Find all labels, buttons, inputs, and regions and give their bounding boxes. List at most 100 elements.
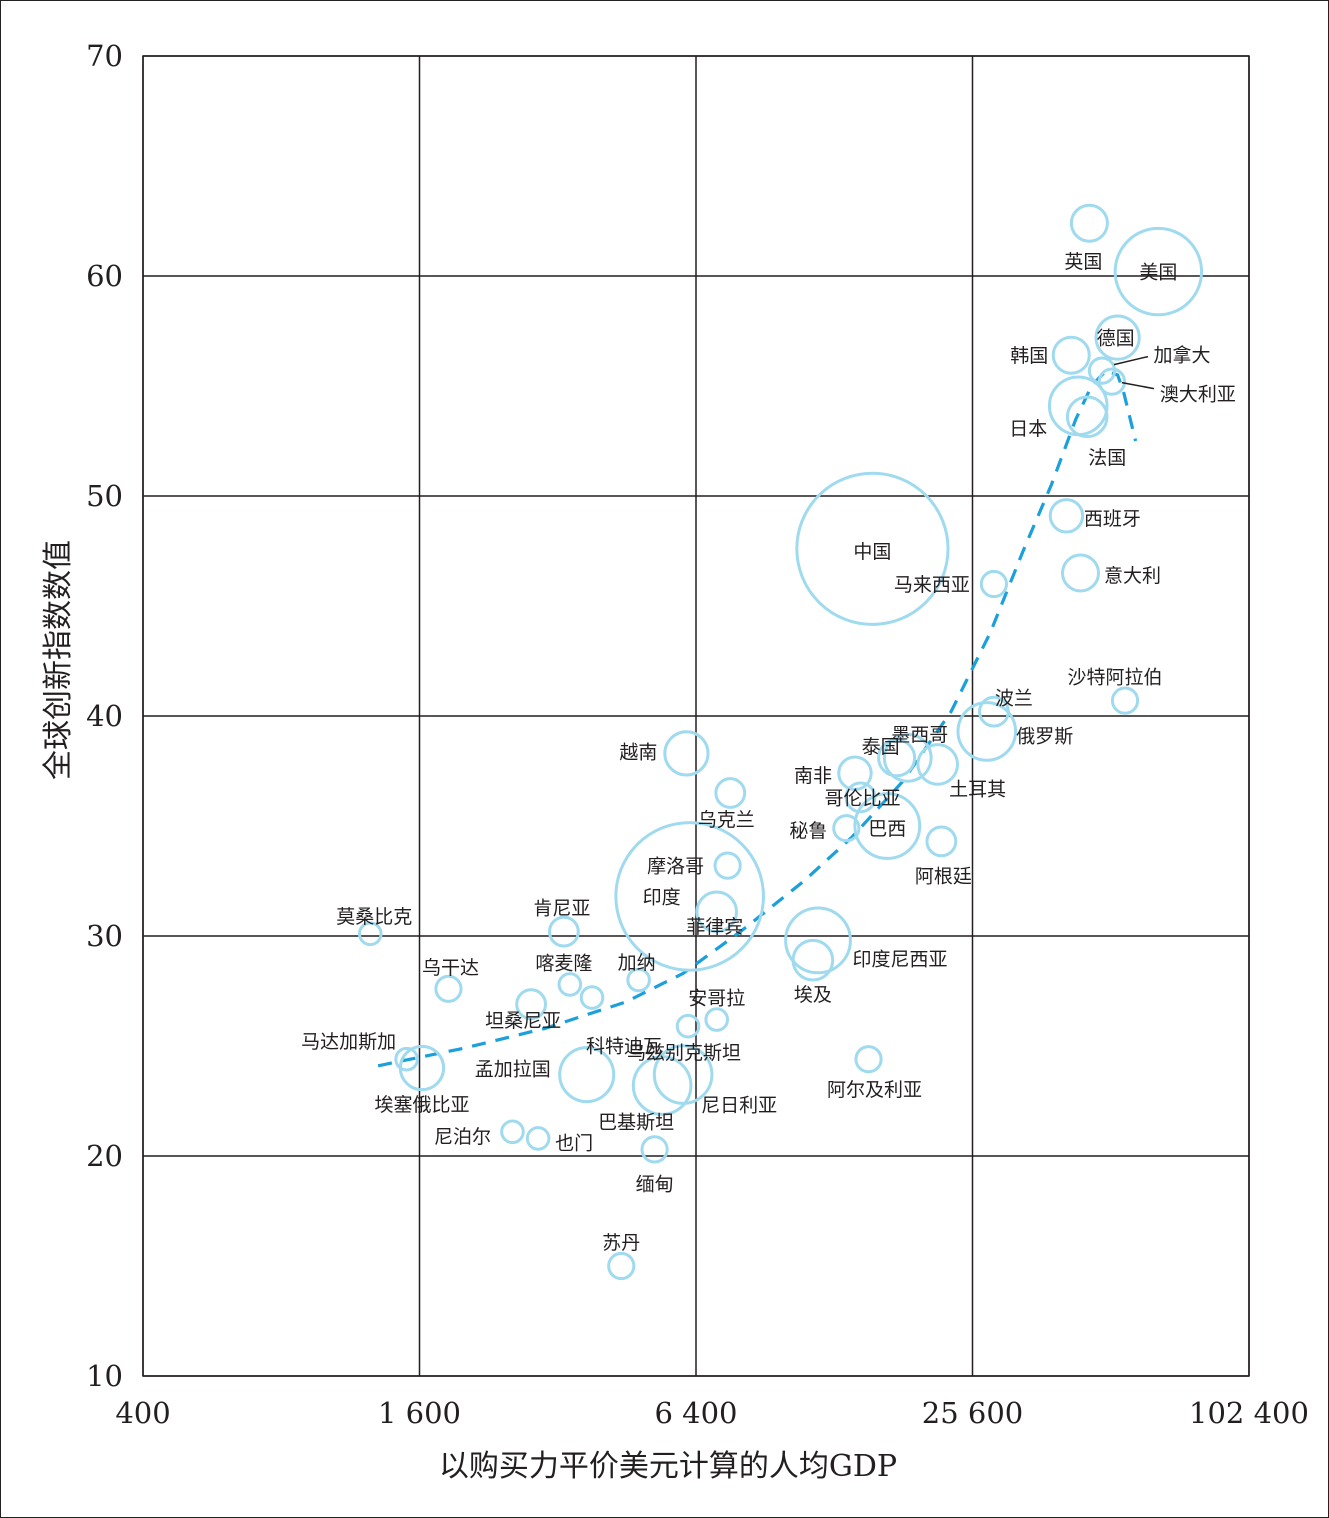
bubble-ghana (626, 967, 651, 993)
x-tick-label: 25 600 (922, 1396, 1023, 1430)
label-pakistan: 巴基斯坦 (598, 1112, 674, 1134)
label-myanmar: 缅甸 (636, 1173, 674, 1195)
bubble-russia (956, 701, 1018, 762)
bubble-saudi-arabia (1110, 686, 1140, 715)
bubble-vietnam (663, 730, 710, 777)
label-italy: 意大利 (1104, 565, 1161, 587)
label-australia: 澳大利亚 (1160, 384, 1236, 406)
bubble-brazil (853, 792, 922, 860)
label-kenya: 肯尼亚 (533, 898, 590, 920)
y-tick-label: 10 (86, 1359, 123, 1393)
label-usa: 美国 (1139, 262, 1177, 284)
label-tanzania: 坦桑尼亚 (485, 1010, 561, 1032)
label-egypt: 埃及 (794, 984, 832, 1006)
leader-canada (1113, 355, 1149, 366)
bubble-spain (1048, 498, 1085, 534)
bubble-nigeria (652, 1044, 714, 1105)
bubble-cote-divoire (579, 985, 605, 1010)
bubble-mozambique (357, 921, 383, 947)
leader-australia (1121, 381, 1155, 390)
trend-line (377, 368, 1138, 1068)
y-tick-label: 20 (86, 1139, 123, 1173)
bubble-indonesia (784, 906, 852, 975)
bubble-algeria (854, 1045, 883, 1074)
label-morocco: 摩洛哥 (647, 856, 704, 878)
label-indonesia: 印度尼西亚 (853, 948, 948, 970)
bubble-cameroon (557, 972, 583, 997)
label-thailand: 泰国 (862, 736, 900, 758)
label-korea: 韩国 (1010, 345, 1048, 367)
x-tick-label: 400 (115, 1396, 170, 1430)
bubble-mexico (882, 732, 933, 783)
bubble-madagascar (394, 1046, 419, 1072)
label-peru: 秘鲁 (789, 820, 827, 842)
label-uzbekistan: 乌兹别克斯坦 (627, 1042, 741, 1064)
label-colombia: 哥伦比亚 (824, 787, 900, 809)
label-spain: 西班牙 (1084, 508, 1141, 530)
label-mozambique: 莫桑比克 (336, 906, 412, 928)
label-yemen: 也门 (555, 1132, 593, 1154)
leader-lines (1113, 355, 1155, 390)
label-cote-divoire: 科特迪瓦 (586, 1036, 662, 1058)
bubble-tanzania (515, 988, 548, 1021)
bubble-china (795, 471, 950, 626)
bubble-thailand (877, 738, 917, 778)
bubble-kenya (547, 915, 580, 948)
y-axis-ticks: 10 20 30 40 50 60 70 (86, 39, 123, 1393)
x-tick-label: 6 400 (654, 1396, 737, 1430)
y-tick-label: 40 (86, 699, 123, 733)
label-russia: 俄罗斯 (1016, 725, 1073, 747)
y-tick-label: 30 (86, 919, 123, 953)
y-tick-label: 70 (86, 39, 123, 73)
bubble-nepal (500, 1119, 525, 1145)
bubble-india (614, 821, 765, 972)
bubble-egypt (791, 938, 835, 982)
label-poland: 波兰 (995, 688, 1033, 710)
label-china: 中国 (853, 541, 891, 563)
bubble-australia (1097, 367, 1127, 396)
label-angola: 安哥拉 (688, 988, 745, 1010)
plot-border (142, 55, 1250, 1377)
x-tick-label: 1 600 (378, 1396, 461, 1430)
bubble-south-africa (837, 755, 873, 791)
label-nepal: 尼泊尔 (434, 1126, 491, 1148)
bubble-france (1065, 395, 1109, 439)
label-bangladesh: 孟加拉国 (475, 1059, 551, 1081)
bubble-bangladesh (558, 1046, 616, 1104)
bubbles (357, 203, 1204, 1281)
label-saudi-arabia: 沙特阿拉伯 (1068, 667, 1163, 689)
label-uganda: 乌干达 (422, 957, 479, 979)
label-madagascar: 马达加斯加 (301, 1031, 396, 1053)
bubble-philippines (695, 890, 739, 934)
y-tick-label: 50 (86, 479, 123, 513)
label-ukraine: 乌克兰 (698, 809, 755, 831)
label-philippines: 菲律宾 (686, 916, 743, 938)
bubble-angola (704, 1007, 730, 1032)
bubble-turkey (916, 743, 959, 786)
x-axis-title: 以购买力平价美元计算的人均GDP (439, 1449, 897, 1484)
label-japan: 日本 (1009, 418, 1047, 440)
label-germany: 德国 (1097, 328, 1135, 350)
label-malaysia: 马来西亚 (894, 574, 970, 596)
bubble-uzbekistan (675, 1013, 701, 1039)
bubble-argentina (925, 825, 958, 858)
bubble-morocco (713, 851, 742, 880)
label-brazil: 巴西 (868, 818, 906, 840)
bubble-germany (1094, 314, 1141, 361)
bubble-ethiopia (398, 1044, 446, 1092)
bubble-yemen (525, 1126, 551, 1151)
label-cameroon: 喀麦隆 (535, 952, 592, 974)
label-vietnam: 越南 (619, 741, 657, 763)
bubble-ukraine (714, 777, 747, 809)
y-tick-label: 60 (86, 259, 123, 293)
label-turkey: 土耳其 (949, 778, 1006, 800)
label-france: 法国 (1088, 447, 1126, 469)
label-algeria: 阿尔及利亚 (827, 1079, 922, 1101)
label-canada: 加拿大 (1153, 344, 1210, 367)
bubble-uganda (434, 974, 463, 1003)
bubble-korea (1051, 335, 1091, 375)
label-india: 印度 (643, 886, 681, 908)
bubble-malaysia (979, 569, 1009, 599)
bubble-italy (1061, 553, 1101, 593)
